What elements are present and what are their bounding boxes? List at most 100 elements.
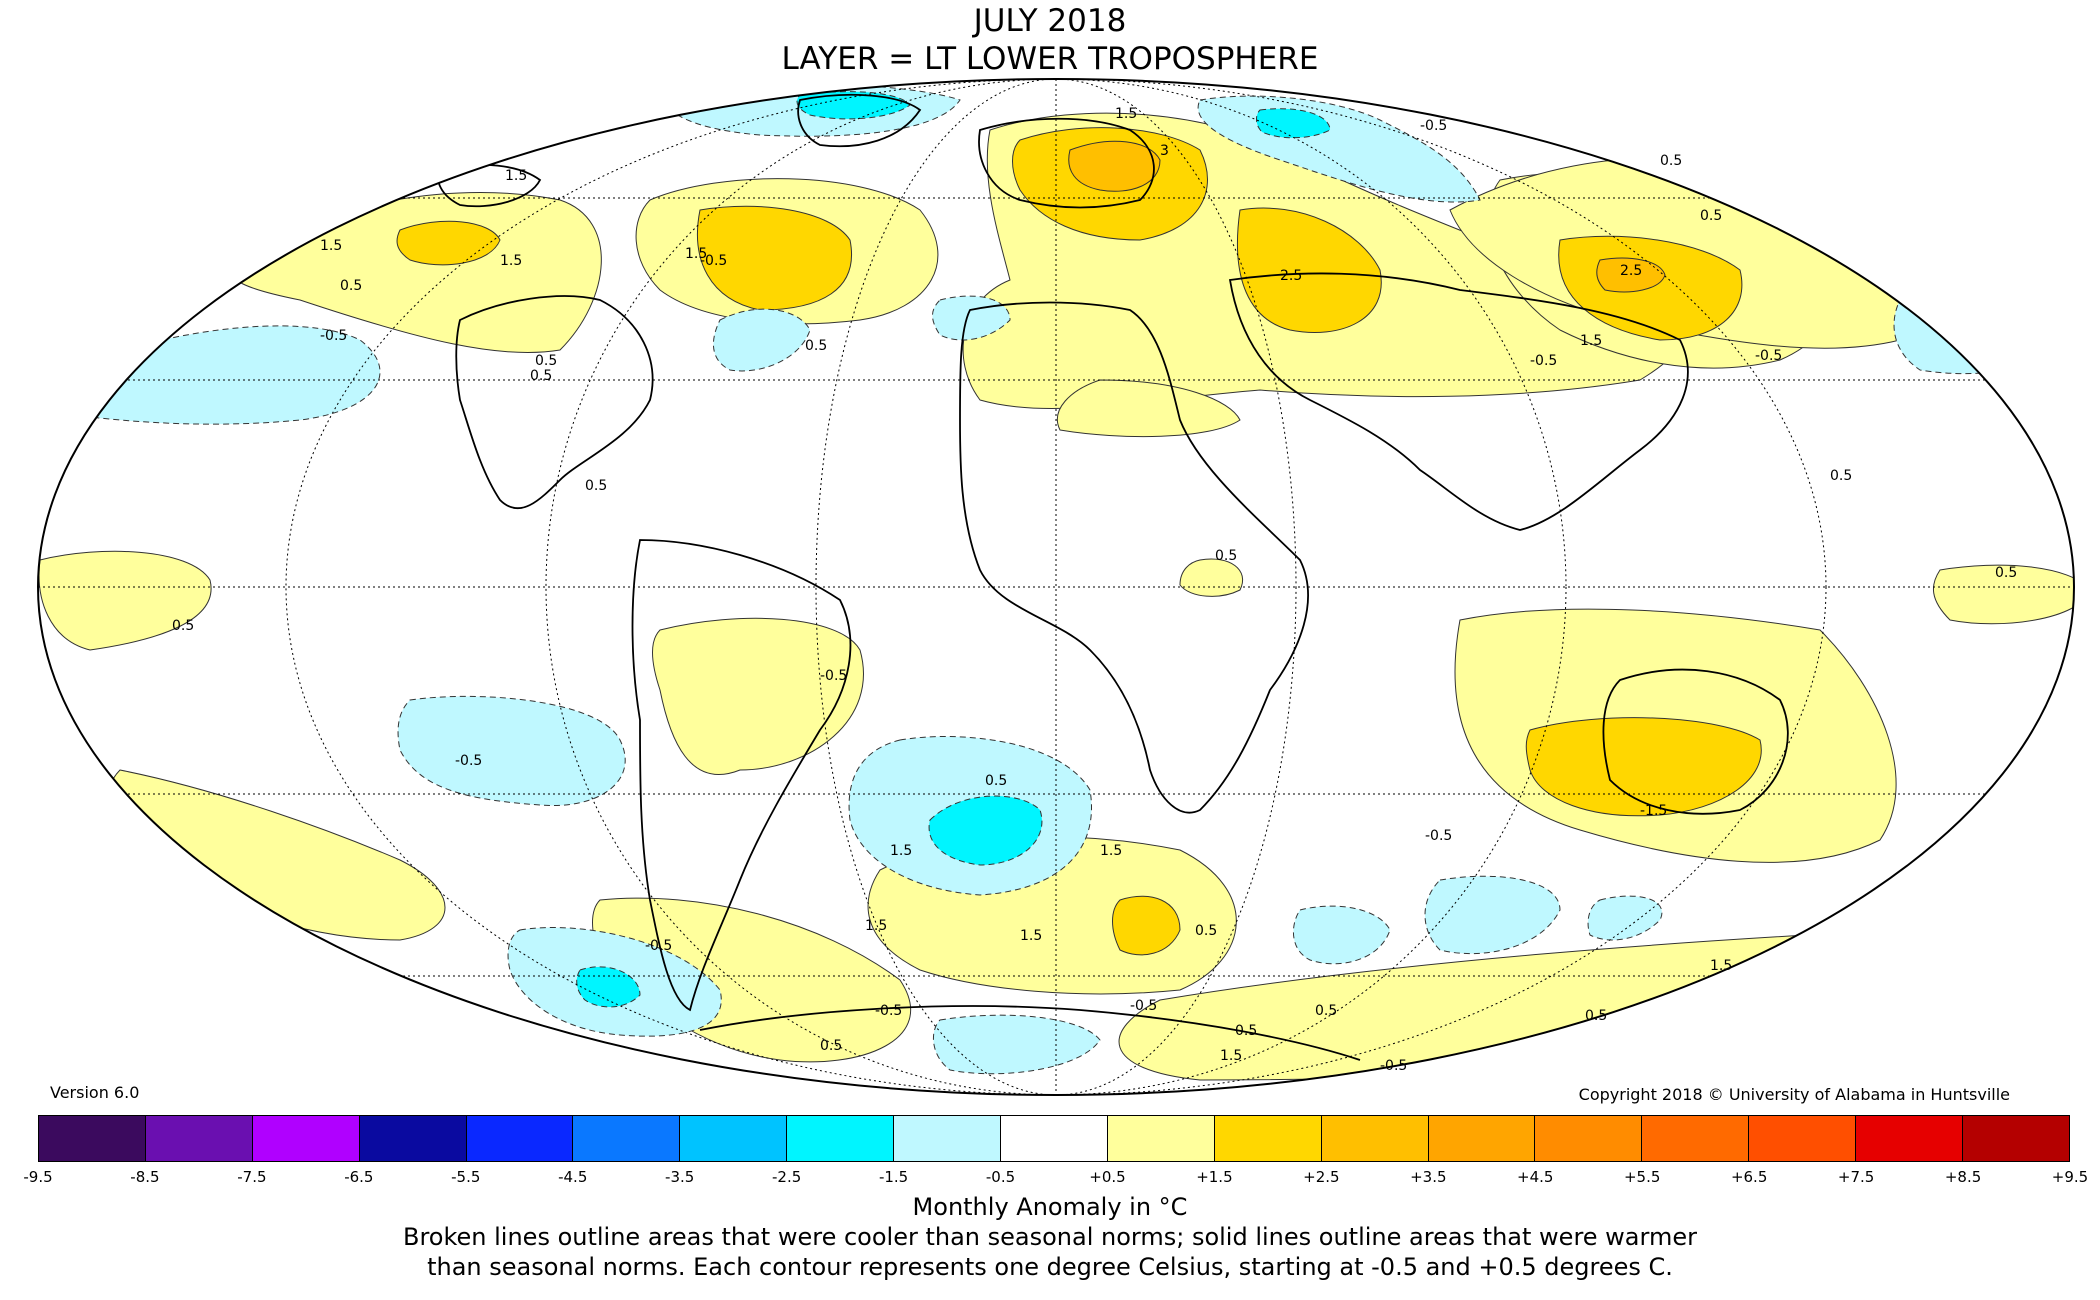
colorbar-tick-label: +9.5 bbox=[2051, 1168, 2089, 1186]
colorbar-tick-label: +8.5 bbox=[1944, 1168, 1982, 1186]
colorbar-tick-label: +5.5 bbox=[1623, 1168, 1661, 1186]
copyright-label: Copyright 2018 © University of Alabama i… bbox=[1578, 1085, 2010, 1104]
contour-label: 0.5 bbox=[1315, 1003, 1337, 1019]
colorbar-tick-label: +1.5 bbox=[1196, 1168, 1233, 1186]
contour-label: 1.5 bbox=[865, 918, 887, 934]
contour-label: 0.5 bbox=[1700, 208, 1722, 224]
contour-label: 0.5 bbox=[1235, 1023, 1257, 1039]
contour-label: 0.5 bbox=[530, 368, 552, 384]
footnote-line-2: than seasonal norms. Each contour repres… bbox=[427, 1253, 1673, 1281]
contour-label: -0.5 bbox=[320, 328, 347, 344]
map-subtitle: LAYER = LT LOWER TROPOSPHERE bbox=[781, 41, 1319, 77]
globe-outline bbox=[37, 78, 2075, 1096]
contour-label: -0.5 bbox=[875, 1003, 902, 1019]
colorbar-bin bbox=[1749, 1116, 1857, 1161]
colorbar-tick-label: -7.5 bbox=[237, 1168, 267, 1186]
contour-label: -0.5 bbox=[455, 753, 482, 769]
contour-label: 1.5 bbox=[320, 238, 342, 254]
colorbar-bin bbox=[1214, 1116, 1322, 1161]
colorbar-ticks: -9.5 -8.5 -7.5 -6.5 -5.5 -4.5 -3.5 -2.5 -1.5 -0.5… bbox=[23, 1168, 2088, 1190]
colorbar-bin bbox=[680, 1116, 788, 1161]
colorbar-bin bbox=[466, 1116, 574, 1161]
colorbar-tick-label: +7.5 bbox=[1837, 1168, 1875, 1186]
colorbar-tick-label: -6.5 bbox=[344, 1168, 374, 1186]
warm-high-regions bbox=[1068, 140, 1666, 293]
contour-label: 0.5 bbox=[535, 353, 557, 369]
colorbar-bin bbox=[252, 1116, 360, 1161]
contour-label: -0.5 bbox=[1130, 998, 1157, 1014]
contour-label: 1.5 bbox=[890, 843, 912, 859]
colorbar-tick-label: -9.5 bbox=[23, 1168, 53, 1186]
contour-label: 1.5 bbox=[1020, 928, 1042, 944]
contour-label: 0.5 bbox=[985, 773, 1007, 789]
contour-label: -0.5 bbox=[1380, 1058, 1407, 1074]
colorbar-bin bbox=[573, 1116, 681, 1161]
anomaly-regions bbox=[38, 82, 2074, 1081]
contour-label: 0.5 bbox=[340, 278, 362, 294]
colorbar-bin bbox=[359, 1116, 467, 1161]
colorbar-tick-label: -2.5 bbox=[771, 1168, 802, 1186]
contour-label: -0.5 bbox=[820, 668, 847, 684]
colorbar-bin bbox=[39, 1116, 146, 1161]
colorbar-bin bbox=[1642, 1116, 1750, 1161]
contour-label: -1.5 bbox=[1640, 803, 1667, 819]
colorbar-bin bbox=[894, 1116, 1002, 1161]
colorbar-bin bbox=[1321, 1116, 1429, 1161]
contour-label: 1.5 bbox=[1710, 958, 1732, 974]
colorbar-bin bbox=[1535, 1116, 1643, 1161]
colorbar-tick-label: -1.5 bbox=[878, 1168, 909, 1186]
colorbar bbox=[38, 1115, 2070, 1162]
contour-label: 0.5 bbox=[585, 478, 607, 494]
colorbar-bin bbox=[1856, 1116, 1964, 1161]
contour-label: 0.5 bbox=[1995, 565, 2017, 581]
contour-label: 1.5 bbox=[1115, 106, 1137, 122]
contour-label: 3 bbox=[1160, 143, 1169, 159]
colorbar-label: Monthly Anomaly in °C bbox=[912, 1193, 1188, 1221]
contour-label: 1.5 bbox=[1220, 1048, 1242, 1064]
contour-label: -0.5 bbox=[700, 253, 727, 269]
colorbar-bin bbox=[145, 1116, 253, 1161]
colorbar-bin bbox=[1001, 1116, 1108, 1161]
version-label: Version 6.0 bbox=[50, 1083, 140, 1102]
contour-label: -0.5 bbox=[645, 938, 672, 954]
contour-label: 0.5 bbox=[1585, 1008, 1607, 1024]
map-title: JULY 2018 bbox=[973, 3, 1127, 39]
contour-labels: 1.50.5-0.50.50.51.51.5 -0.51.532.51.5-0.5… bbox=[172, 106, 2017, 1074]
contour-label: 1.5 bbox=[505, 168, 527, 184]
contour-label: 2.5 bbox=[1280, 268, 1302, 284]
colorbar-tick-label: +4.5 bbox=[1517, 1168, 1554, 1186]
contour-label: 2.5 bbox=[1620, 263, 1642, 279]
contour-label: 0.5 bbox=[1195, 923, 1217, 939]
colorbar-bin bbox=[1963, 1116, 2069, 1161]
colorbar-tick-label: -4.5 bbox=[558, 1168, 588, 1186]
contour-label: -0.5 bbox=[1755, 348, 1782, 364]
contour-label: 0.5 bbox=[1215, 548, 1237, 564]
colorbar-bin bbox=[1107, 1116, 1215, 1161]
colorbar-tick-label: -3.5 bbox=[665, 1168, 695, 1186]
contour-label: -0.5 bbox=[1425, 828, 1452, 844]
colorbar-tick-label: -5.5 bbox=[451, 1168, 481, 1186]
colorbar-bin bbox=[787, 1116, 895, 1161]
contour-label: 0.5 bbox=[820, 1038, 842, 1054]
contour-label: 0.5 bbox=[1830, 468, 1852, 484]
contour-label: 1.5 bbox=[1580, 333, 1602, 349]
colorbar-tick-label: -8.5 bbox=[130, 1168, 160, 1186]
colorbar-tick-label: -0.5 bbox=[985, 1168, 1016, 1186]
contour-label: -0.5 bbox=[1530, 353, 1557, 369]
contour-label: 0.5 bbox=[1660, 153, 1682, 169]
colorbar-bin bbox=[1428, 1116, 1536, 1161]
colorbar-tick-label: +0.5 bbox=[1089, 1168, 1126, 1186]
colorbar-tick-label: +2.5 bbox=[1303, 1168, 1340, 1186]
warm-light-regions bbox=[38, 112, 2074, 1081]
contour-label: 1.5 bbox=[1100, 843, 1122, 859]
cool-mid-regions bbox=[576, 91, 1331, 1008]
colorbar-tick-label: +6.5 bbox=[1730, 1168, 1768, 1186]
contour-label: -0.5 bbox=[1420, 118, 1447, 134]
contour-label: 0.5 bbox=[172, 618, 194, 634]
contour-label: 1.5 bbox=[500, 253, 522, 269]
colorbar-tick-label: +3.5 bbox=[1410, 1168, 1447, 1186]
contour-label: 1.5 bbox=[685, 246, 707, 262]
contour-label: 0.5 bbox=[805, 338, 827, 354]
footnote-line-1: Broken lines outline areas that were coo… bbox=[403, 1223, 1697, 1251]
anomaly-map: 1.50.5-0.50.50.51.51.5 -0.51.532.51.5-0.5… bbox=[37, 78, 2075, 1096]
